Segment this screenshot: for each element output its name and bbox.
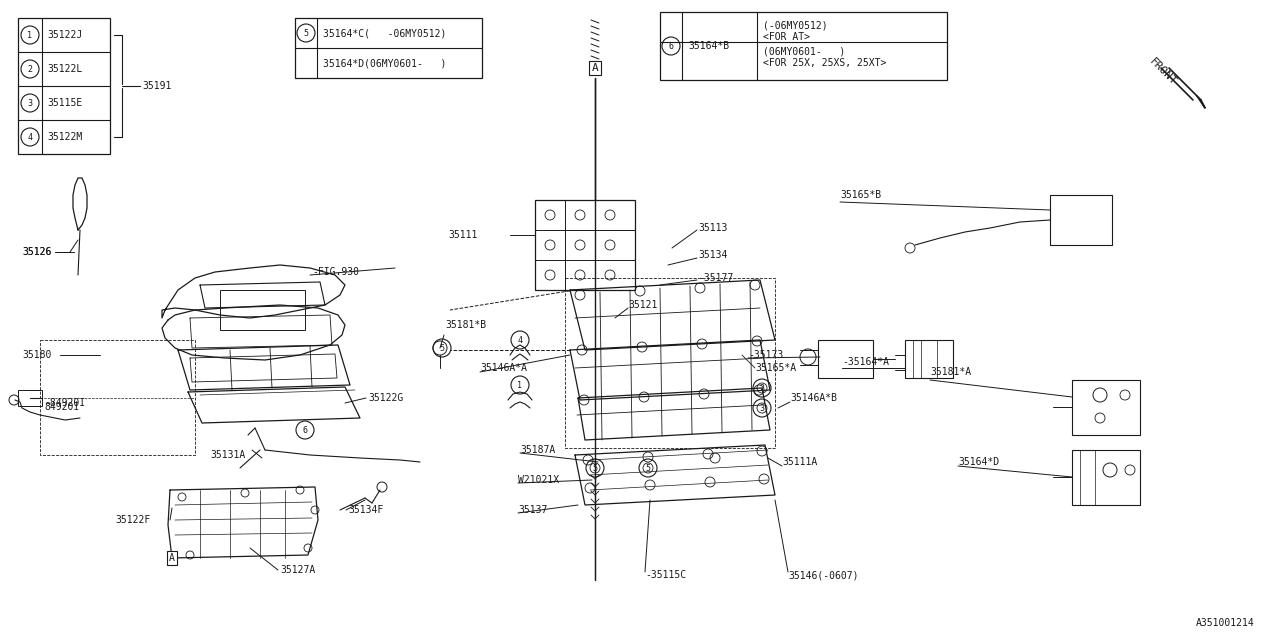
- Bar: [535, 200, 635, 290]
- Text: 35121: 35121: [628, 300, 658, 310]
- Text: -35173: -35173: [748, 350, 783, 360]
- Text: 1: 1: [27, 31, 32, 40]
- Bar: [18, 18, 110, 154]
- Text: 35111A: 35111A: [782, 457, 817, 467]
- Text: 2: 2: [759, 383, 764, 392]
- Text: 35187A: 35187A: [520, 445, 556, 455]
- Bar: [905, 340, 954, 378]
- Text: W21021X: W21021X: [518, 475, 559, 485]
- Text: 6: 6: [302, 426, 307, 435]
- Bar: [294, 18, 483, 78]
- Text: 2: 2: [27, 65, 32, 74]
- Text: 35164*C(   -06MY0512): 35164*C( -06MY0512): [323, 28, 447, 38]
- Text: 35131A: 35131A: [210, 450, 246, 460]
- Text: 35191: 35191: [142, 81, 172, 91]
- Text: 35126: 35126: [22, 247, 51, 257]
- Text: 35115E: 35115E: [47, 98, 82, 108]
- Text: 35134F: 35134F: [348, 505, 383, 515]
- Text: 35126: 35126: [22, 247, 51, 257]
- Text: 35146A*B: 35146A*B: [790, 393, 837, 403]
- Bar: [818, 340, 873, 378]
- Text: 6: 6: [668, 42, 673, 51]
- Text: 35122L: 35122L: [47, 64, 82, 74]
- Bar: [660, 12, 947, 80]
- Text: -35164*A: -35164*A: [842, 357, 890, 367]
- Text: 35111: 35111: [448, 230, 477, 240]
- Bar: [1073, 450, 1140, 505]
- Text: 35127A: 35127A: [280, 565, 315, 575]
- Text: 4: 4: [517, 335, 522, 344]
- Text: 35146(-0607): 35146(-0607): [788, 570, 859, 580]
- Text: 84920I: 84920I: [44, 402, 79, 412]
- Text: 5: 5: [303, 29, 308, 38]
- Text: <FOR AT>: <FOR AT>: [763, 32, 810, 42]
- Text: 35122F: 35122F: [115, 515, 150, 525]
- Text: 5: 5: [439, 344, 444, 353]
- Text: (-06MY0512): (-06MY0512): [763, 20, 828, 30]
- Bar: [220, 290, 305, 330]
- Text: 35113: 35113: [698, 223, 727, 233]
- Text: 35137: 35137: [518, 505, 548, 515]
- Text: 35165*A: 35165*A: [755, 363, 796, 373]
- Text: FRONT: FRONT: [1147, 56, 1178, 87]
- Bar: [564, 278, 774, 448]
- Bar: [18, 390, 42, 406]
- Text: -84920I: -84920I: [44, 398, 86, 408]
- Text: 35164*D(06MY0601-   ): 35164*D(06MY0601- ): [323, 58, 447, 68]
- Text: 4: 4: [27, 132, 32, 141]
- Text: 35181*B: 35181*B: [445, 320, 486, 330]
- Bar: [1050, 195, 1112, 245]
- Text: <FOR 25X, 25XS, 25XT>: <FOR 25X, 25XS, 25XT>: [763, 58, 886, 68]
- Text: 35122G: 35122G: [369, 393, 403, 403]
- Text: 35180: 35180: [22, 350, 51, 360]
- Text: 35165*B: 35165*B: [840, 190, 881, 200]
- Text: 35134: 35134: [698, 250, 727, 260]
- Text: 35164*B: 35164*B: [689, 41, 730, 51]
- Text: 35181*A: 35181*A: [931, 367, 972, 377]
- Text: 3: 3: [27, 99, 32, 108]
- Text: 5: 5: [645, 463, 650, 472]
- Text: A: A: [169, 553, 175, 563]
- Text: 1: 1: [517, 381, 522, 390]
- Text: -35115C: -35115C: [645, 570, 686, 580]
- Text: A351001214: A351001214: [1197, 618, 1254, 628]
- Text: -FIG.930: -FIG.930: [312, 267, 358, 277]
- Text: 35164*D: 35164*D: [957, 457, 1000, 467]
- Text: -35177: -35177: [698, 273, 733, 283]
- Bar: [1073, 380, 1140, 435]
- Text: (06MY0601-   ): (06MY0601- ): [763, 46, 845, 56]
- Text: 5: 5: [593, 463, 598, 472]
- Text: 35122M: 35122M: [47, 132, 82, 142]
- Text: 3: 3: [759, 403, 764, 413]
- Bar: [40, 340, 195, 455]
- Text: 35122J: 35122J: [47, 30, 82, 40]
- Text: A: A: [591, 63, 598, 73]
- Text: 35146A*A: 35146A*A: [480, 363, 527, 373]
